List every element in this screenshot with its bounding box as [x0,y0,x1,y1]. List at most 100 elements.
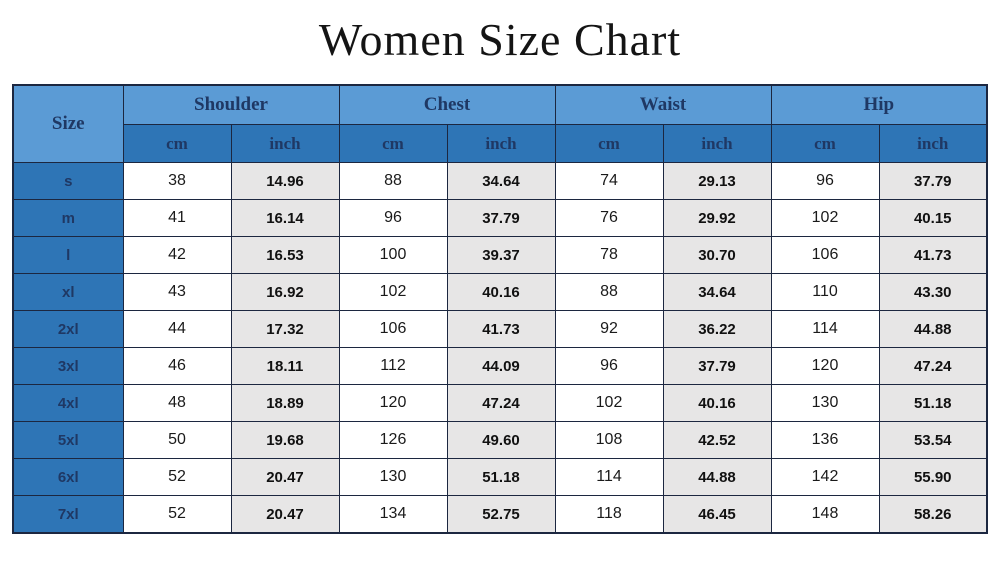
group-header-hip: Hip [770,84,988,126]
inch-value-cell: 16.53 [230,236,340,275]
cm-value-cell: 114 [770,310,880,349]
unit-header-row: cm inch cm inch cm inch cm inch [13,124,988,164]
inch-value-cell: 20.47 [230,495,340,534]
inch-value-cell: 16.14 [230,199,340,238]
size-label: l [12,236,124,275]
inch-value-cell: 34.64 [662,273,772,312]
inch-value-cell: 37.79 [662,347,772,386]
inch-value-cell: 29.92 [662,199,772,238]
inch-value-cell: 44.88 [878,310,988,349]
unit-header-chest-inch: inch [446,124,556,164]
cm-value-cell: 43 [122,273,232,312]
cm-value-cell: 130 [770,384,880,423]
table-row: 3xl 46 18.11 112 44.09 96 37.79 120 47.24 [12,347,988,386]
size-label: 3xl [12,347,124,386]
inch-value-cell: 16.92 [230,273,340,312]
table-header: Size Shoulder Chest Waist Hip cm inch cm… [12,84,988,164]
cm-value-cell: 102 [770,199,880,238]
unit-header-shoulder-inch: inch [230,124,340,164]
cm-value-cell: 108 [554,421,664,460]
size-label: s [12,162,124,201]
group-header-shoulder: Shoulder [122,84,340,126]
inch-value-cell: 52.75 [446,495,556,534]
inch-value-cell: 40.15 [878,199,988,238]
cm-value-cell: 114 [554,458,664,497]
cm-value-cell: 52 [122,458,232,497]
table-row: xl 43 16.92 102 40.16 88 34.64 110 43.30 [12,273,988,312]
cm-value-cell: 110 [770,273,880,312]
cm-value-cell: 118 [554,495,664,534]
cm-value-cell: 136 [770,421,880,460]
table-row: m 41 16.14 96 37.79 76 29.92 102 40.15 [12,199,988,238]
cm-value-cell: 96 [554,347,664,386]
inch-value-cell: 30.70 [662,236,772,275]
size-label: xl [12,273,124,312]
size-label: m [12,199,124,238]
inch-value-cell: 49.60 [446,421,556,460]
cm-value-cell: 120 [338,384,448,423]
cm-value-cell: 112 [338,347,448,386]
cm-value-cell: 102 [554,384,664,423]
cm-value-cell: 44 [122,310,232,349]
inch-value-cell: 44.88 [662,458,772,497]
unit-header-shoulder-cm: cm [122,124,232,164]
inch-value-cell: 17.32 [230,310,340,349]
cm-value-cell: 52 [122,495,232,534]
table-body: s 38 14.96 88 34.64 74 29.13 96 37.79 m 41 16.14 96 3… [12,162,988,534]
size-column-header: Size [12,84,124,164]
cm-value-cell: 148 [770,495,880,534]
group-header-waist: Waist [554,84,772,126]
inch-value-cell: 55.90 [878,458,988,497]
cm-value-cell: 42 [122,236,232,275]
cm-value-cell: 48 [122,384,232,423]
inch-value-cell: 58.26 [878,495,988,534]
unit-header-waist-inch: inch [662,124,772,164]
inch-value-cell: 47.24 [878,347,988,386]
unit-header-hip-cm: cm [770,124,880,164]
inch-value-cell: 53.54 [878,421,988,460]
cm-value-cell: 134 [338,495,448,534]
cm-value-cell: 120 [770,347,880,386]
table-row: l 42 16.53 100 39.37 78 30.70 106 41.73 [12,236,988,275]
inch-value-cell: 51.18 [878,384,988,423]
cm-value-cell: 41 [122,199,232,238]
inch-value-cell: 14.96 [230,162,340,201]
cm-value-cell: 78 [554,236,664,275]
inch-value-cell: 42.52 [662,421,772,460]
cm-value-cell: 88 [338,162,448,201]
group-header-chest: Chest [338,84,556,126]
inch-value-cell: 51.18 [446,458,556,497]
cm-value-cell: 92 [554,310,664,349]
inch-value-cell: 43.30 [878,273,988,312]
cm-value-cell: 102 [338,273,448,312]
size-chart-table: Size Shoulder Chest Waist Hip cm inch cm… [12,83,988,534]
cm-value-cell: 46 [122,347,232,386]
inch-value-cell: 20.47 [230,458,340,497]
inch-value-cell: 40.16 [662,384,772,423]
table-row: 6xl 52 20.47 130 51.18 114 44.88 142 55.90 [12,458,988,497]
size-chart-page: Women Size Chart Size Shoulder Chest Wai… [0,10,1000,534]
inch-value-cell: 41.73 [878,236,988,275]
inch-value-cell: 18.11 [230,347,340,386]
size-label: 5xl [12,421,124,460]
cm-value-cell: 76 [554,199,664,238]
inch-value-cell: 36.22 [662,310,772,349]
cm-value-cell: 130 [338,458,448,497]
inch-value-cell: 40.16 [446,273,556,312]
unit-header-chest-cm: cm [338,124,448,164]
cm-value-cell: 106 [338,310,448,349]
size-label: 6xl [12,458,124,497]
inch-value-cell: 44.09 [446,347,556,386]
inch-value-cell: 41.73 [446,310,556,349]
table-row: 5xl 50 19.68 126 49.60 108 42.52 136 53.54 [12,421,988,460]
table-row: 7xl 52 20.47 134 52.75 118 46.45 148 58.26 [12,495,988,534]
inch-value-cell: 47.24 [446,384,556,423]
table-row: s 38 14.96 88 34.64 74 29.13 96 37.79 [12,162,988,201]
cm-value-cell: 126 [338,421,448,460]
cm-value-cell: 38 [122,162,232,201]
cm-value-cell: 50 [122,421,232,460]
page-title: Women Size Chart [318,14,682,65]
inch-value-cell: 19.68 [230,421,340,460]
unit-header-hip-inch: inch [878,124,988,164]
inch-value-cell: 39.37 [446,236,556,275]
